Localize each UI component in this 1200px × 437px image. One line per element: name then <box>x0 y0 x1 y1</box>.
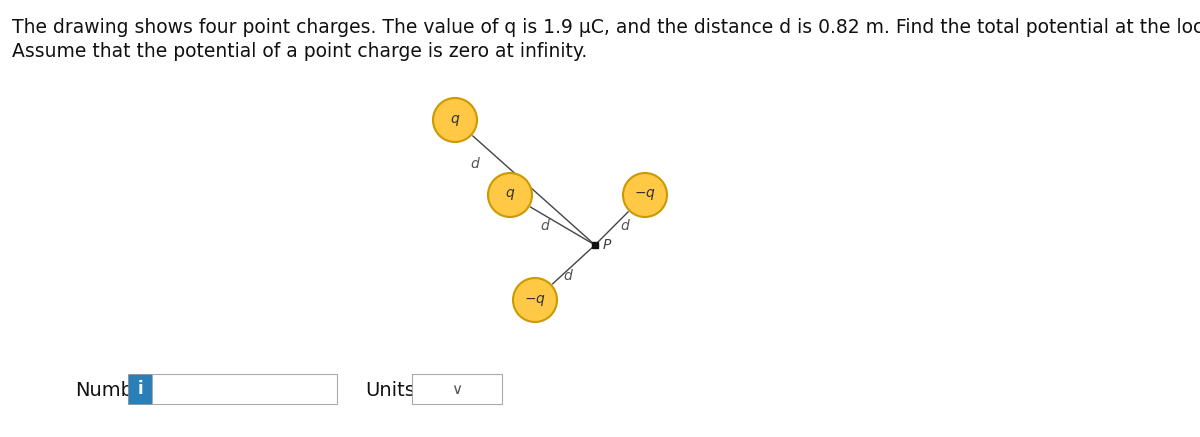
Text: $q$: $q$ <box>505 187 515 202</box>
Text: $-q$: $-q$ <box>524 292 546 308</box>
FancyBboxPatch shape <box>152 374 337 404</box>
Circle shape <box>623 173 667 217</box>
Text: Units: Units <box>365 381 415 399</box>
Text: $-q$: $-q$ <box>634 187 656 202</box>
Text: The drawing shows four point charges. The value of q is 1.9 μC, and the distance: The drawing shows four point charges. Th… <box>12 18 1200 37</box>
Text: Assume that the potential of a point charge is zero at infinity.: Assume that the potential of a point cha… <box>12 42 587 61</box>
Text: Number: Number <box>74 381 154 399</box>
FancyBboxPatch shape <box>128 374 152 404</box>
Text: $d$: $d$ <box>469 156 480 170</box>
Text: $d$: $d$ <box>563 267 574 282</box>
FancyBboxPatch shape <box>412 374 502 404</box>
Text: ∨: ∨ <box>451 382 462 396</box>
Text: $q$: $q$ <box>450 112 460 128</box>
Text: i: i <box>137 380 143 398</box>
Circle shape <box>488 173 532 217</box>
Text: $d$: $d$ <box>540 218 551 232</box>
Text: $P$: $P$ <box>602 238 612 252</box>
Text: $d$: $d$ <box>619 218 630 232</box>
Circle shape <box>433 98 478 142</box>
Circle shape <box>514 278 557 322</box>
